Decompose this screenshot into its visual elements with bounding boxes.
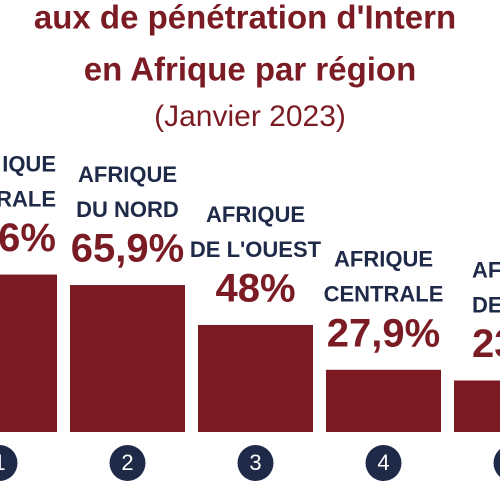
bar	[454, 380, 500, 432]
value-label: ,6%	[0, 216, 56, 260]
bar	[0, 274, 57, 432]
category-label: AF	[472, 257, 500, 282]
rank-badge	[365, 445, 402, 481]
category-label: AFRIQUE	[334, 247, 433, 272]
category-label: AFRIQUE	[206, 202, 305, 227]
category-label: DE	[472, 292, 500, 317]
value-label: 65,9%	[71, 227, 184, 271]
rank-badge	[109, 445, 146, 481]
chart-title: aux de pénétration d'Intern	[34, 0, 456, 36]
rank-badge	[493, 449, 500, 477]
value-label: 27,9%	[327, 311, 440, 355]
category-label: AFRIQUE	[78, 162, 177, 187]
category-label: DE L'OUEST	[190, 237, 322, 262]
rank-badge	[237, 445, 274, 481]
rank-number: 2	[121, 450, 133, 475]
category-label: TRALE	[0, 186, 56, 211]
value-label: 23	[472, 322, 500, 366]
chart-title: en Afrique par région	[84, 51, 416, 88]
category-label: DU NORD	[76, 197, 179, 222]
bar	[198, 324, 313, 432]
bar	[326, 369, 441, 432]
category-label: CENTRALE	[324, 282, 444, 307]
rank-number: 4	[377, 450, 389, 475]
value-label: 48%	[215, 267, 295, 311]
bar	[70, 285, 185, 432]
rank-number: 3	[249, 450, 261, 475]
category-label: IQUE	[2, 151, 56, 176]
rank-badge	[0, 445, 18, 481]
rank-number: 1	[0, 450, 6, 475]
chart-subtitle: (Janvier 2023)	[154, 100, 346, 133]
